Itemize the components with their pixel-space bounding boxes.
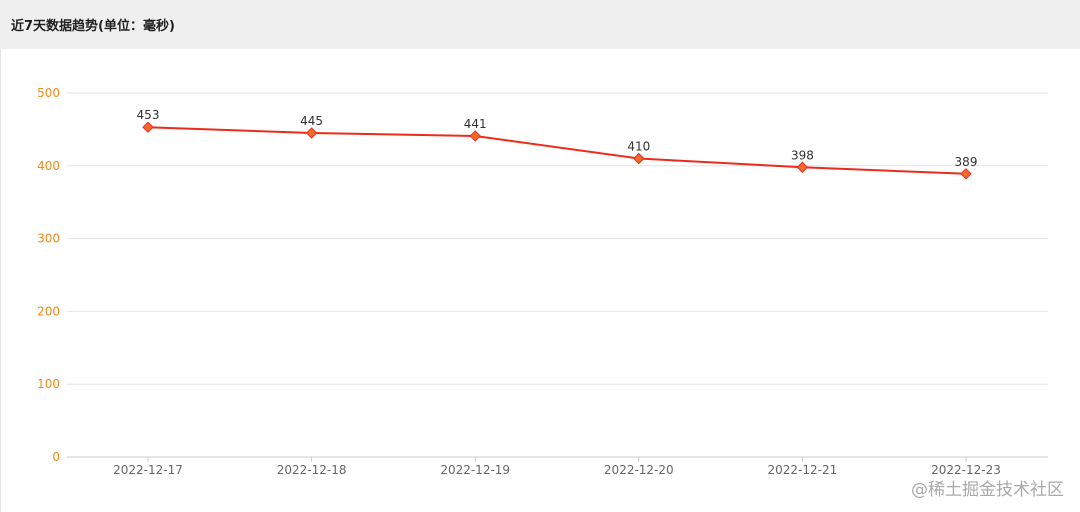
- data-label: 441: [464, 117, 487, 131]
- x-tick-label: 2022-12-18: [277, 463, 347, 477]
- axis-layer: 0 100 200 300 400 500 2022-12-17 2022-12-18 2022…: [37, 86, 1048, 477]
- series-line: [147, 126, 967, 175]
- data-label: 389: [955, 155, 978, 169]
- y-tick-label: 0: [52, 450, 60, 464]
- watermark-text: @稀土掘金技术社区: [911, 480, 1064, 500]
- data-label: 410: [627, 140, 650, 154]
- page-title: 近7天数据趋势(单位：毫秒): [11, 19, 175, 34]
- x-tick-label: 2022-12-21: [768, 463, 838, 477]
- y-tick-label: 100: [37, 377, 60, 391]
- data-label: 398: [791, 148, 814, 162]
- data-point-marker: [796, 161, 809, 173]
- data-label: 445: [300, 114, 323, 128]
- grid-layer: [67, 92, 1048, 385]
- data-label: 453: [137, 108, 160, 122]
- x-tick-label: 2022-12-20: [604, 463, 674, 477]
- y-tick-label: 400: [37, 159, 60, 173]
- data-point-marker: [960, 168, 972, 180]
- data-point-marker: [142, 121, 154, 133]
- data-point-marker: [305, 127, 318, 139]
- series-layer: [142, 121, 972, 180]
- y-tick-label: 300: [37, 232, 60, 246]
- x-tick-label: 2022-12-17: [113, 463, 183, 477]
- chart-header: 近7天数据趋势(单位：毫秒): [0, 0, 1080, 49]
- x-tick-label: 2022-12-23: [931, 463, 1001, 477]
- y-tick-label: 500: [37, 86, 60, 100]
- data-point-marker: [633, 152, 645, 165]
- y-tick-label: 200: [37, 304, 60, 318]
- data-point-marker: [469, 130, 481, 142]
- x-tick-label: 2022-12-19: [440, 463, 510, 477]
- chart-panel: [0, 49, 1080, 512]
- label-layer: 453 445 441 410 398 389: [137, 108, 978, 169]
